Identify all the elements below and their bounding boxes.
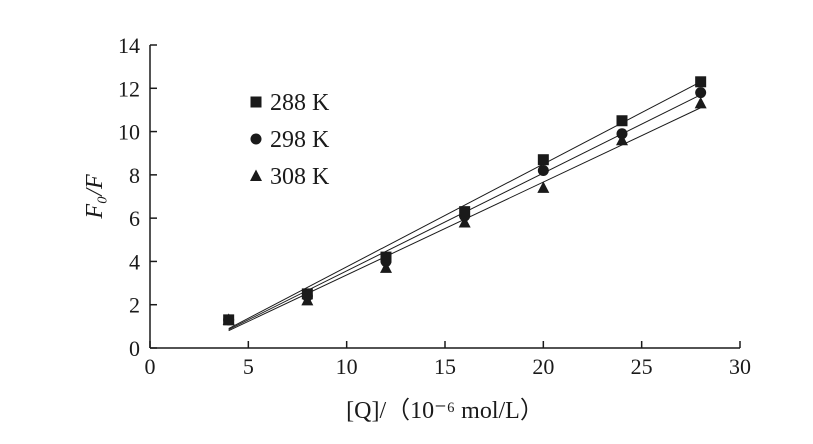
x-tick-label: 10: [336, 354, 358, 379]
legend-marker-circle: [250, 133, 262, 145]
point-triangle: [694, 96, 707, 109]
point-triangle: [222, 313, 235, 325]
y-tick-label: 14: [118, 33, 140, 58]
point-triangle: [301, 293, 314, 306]
y-tick-label: 8: [129, 163, 140, 188]
point-square: [695, 76, 707, 88]
y-tick-label: 0: [129, 336, 140, 361]
point-triangle: [537, 181, 550, 193]
x-tick-label: 0: [145, 354, 156, 379]
y-tick-label: 6: [129, 206, 140, 231]
y-tick-label: 2: [129, 293, 140, 318]
data-points: [222, 76, 707, 326]
point-circle: [537, 165, 549, 177]
point-triangle: [458, 215, 471, 228]
legend-label: 298 K: [270, 127, 330, 153]
point-circle: [695, 87, 707, 99]
y-tick-label: 4: [129, 249, 140, 274]
point-square: [616, 115, 628, 127]
x-tick-label: 5: [243, 354, 254, 379]
x-tick-label: 30: [729, 354, 751, 379]
point-square: [537, 154, 549, 166]
axes: 0 5 10 15 20 25 30 0 2 4 6 8 10 12 14: [118, 33, 751, 379]
legend-label: 288 K: [270, 90, 330, 116]
x-tick-label: 20: [532, 354, 554, 379]
point-triangle: [380, 261, 392, 273]
y-tick-label: 10: [118, 120, 140, 145]
point-triangle: [616, 133, 628, 146]
legend-marker-triangle: [250, 169, 262, 181]
legend-label: 308 K: [270, 164, 330, 190]
x-tick-label: 25: [631, 354, 653, 379]
legend-marker-square: [250, 96, 262, 108]
x-tick-label: 15: [434, 354, 456, 379]
y-tick-label: 12: [118, 76, 140, 101]
fit-line-square: [228, 81, 701, 329]
x-axis-title: [Q]/（10⁻⁶ mol/L）: [346, 398, 544, 424]
y-axis-title: F₀/F: [82, 174, 108, 220]
legend: 288 K 298 K 308 K: [250, 90, 330, 190]
